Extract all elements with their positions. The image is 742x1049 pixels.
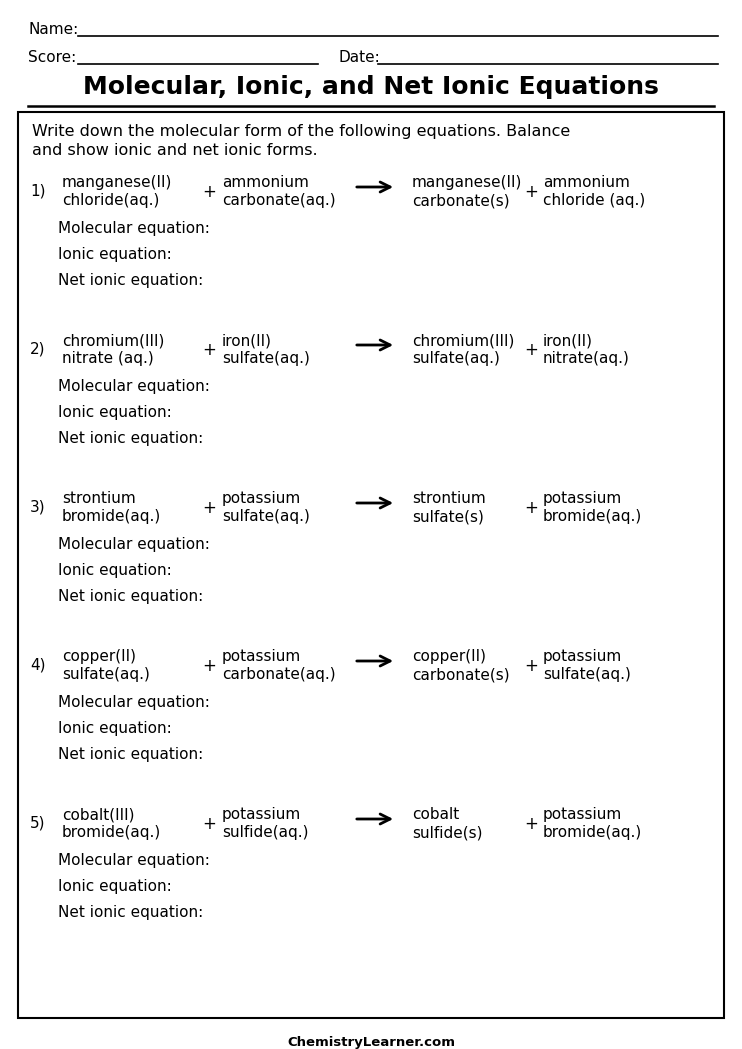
Text: and show ionic and net ionic forms.: and show ionic and net ionic forms. bbox=[32, 143, 318, 158]
Text: carbonate(s): carbonate(s) bbox=[412, 667, 510, 682]
Text: Score:: Score: bbox=[28, 50, 76, 65]
Text: cobalt: cobalt bbox=[412, 807, 459, 822]
Text: bromide(aq.): bromide(aq.) bbox=[62, 509, 161, 524]
Text: 4): 4) bbox=[30, 657, 45, 672]
Text: sulfate(aq.): sulfate(aq.) bbox=[412, 351, 500, 366]
Text: Ionic equation:: Ionic equation: bbox=[58, 405, 171, 420]
Text: carbonate(s): carbonate(s) bbox=[412, 193, 510, 208]
Text: Net ionic equation:: Net ionic equation: bbox=[58, 273, 203, 288]
Text: 1): 1) bbox=[30, 183, 45, 198]
Text: cobalt(III): cobalt(III) bbox=[62, 807, 134, 822]
Text: Ionic equation:: Ionic equation: bbox=[58, 721, 171, 736]
Text: chloride(aq.): chloride(aq.) bbox=[62, 193, 160, 208]
Text: sulfate(aq.): sulfate(aq.) bbox=[222, 509, 310, 524]
Text: bromide(aq.): bromide(aq.) bbox=[62, 825, 161, 840]
Text: strontium: strontium bbox=[412, 491, 486, 506]
Text: +: + bbox=[524, 815, 538, 833]
Text: ammonium: ammonium bbox=[222, 175, 309, 190]
Text: potassium: potassium bbox=[543, 649, 623, 664]
Text: sulfate(aq.): sulfate(aq.) bbox=[62, 667, 150, 682]
Text: manganese(II): manganese(II) bbox=[62, 175, 172, 190]
Text: chromium(III): chromium(III) bbox=[62, 333, 165, 348]
Text: +: + bbox=[202, 657, 216, 675]
Text: Molecular equation:: Molecular equation: bbox=[58, 853, 210, 868]
Text: bromide(aq.): bromide(aq.) bbox=[543, 825, 643, 840]
Text: potassium: potassium bbox=[222, 491, 301, 506]
Text: potassium: potassium bbox=[543, 491, 623, 506]
Text: +: + bbox=[524, 183, 538, 201]
Text: Ionic equation:: Ionic equation: bbox=[58, 247, 171, 262]
Text: iron(II): iron(II) bbox=[543, 333, 593, 348]
Text: Molecular equation:: Molecular equation: bbox=[58, 221, 210, 236]
Text: bromide(aq.): bromide(aq.) bbox=[543, 509, 643, 524]
Text: 2): 2) bbox=[30, 341, 45, 356]
Text: carbonate(aq.): carbonate(aq.) bbox=[222, 667, 335, 682]
Text: 5): 5) bbox=[30, 815, 45, 830]
Text: Molecular equation:: Molecular equation: bbox=[58, 379, 210, 394]
Text: strontium: strontium bbox=[62, 491, 136, 506]
Text: Name:: Name: bbox=[28, 22, 78, 37]
Text: Molecular equation:: Molecular equation: bbox=[58, 695, 210, 710]
Text: potassium: potassium bbox=[543, 807, 623, 822]
Text: sulfate(aq.): sulfate(aq.) bbox=[543, 667, 631, 682]
Text: +: + bbox=[202, 341, 216, 359]
Text: Write down the molecular form of the following equations. Balance: Write down the molecular form of the fol… bbox=[32, 124, 571, 140]
Text: Molecular equation:: Molecular equation: bbox=[58, 537, 210, 552]
Text: manganese(II): manganese(II) bbox=[412, 175, 522, 190]
Text: copper(II): copper(II) bbox=[62, 649, 136, 664]
Text: +: + bbox=[202, 499, 216, 517]
Text: potassium: potassium bbox=[222, 807, 301, 822]
Text: ChemistryLearner.com: ChemistryLearner.com bbox=[287, 1036, 455, 1049]
Text: +: + bbox=[202, 183, 216, 201]
Text: Molecular, Ionic, and Net Ionic Equations: Molecular, Ionic, and Net Ionic Equation… bbox=[83, 74, 659, 99]
Text: chloride (aq.): chloride (aq.) bbox=[543, 193, 646, 208]
Text: +: + bbox=[524, 657, 538, 675]
Text: chromium(III): chromium(III) bbox=[412, 333, 514, 348]
Text: 3): 3) bbox=[30, 499, 45, 514]
Text: sulfate(s): sulfate(s) bbox=[412, 509, 484, 524]
Text: ammonium: ammonium bbox=[543, 175, 630, 190]
Text: +: + bbox=[524, 499, 538, 517]
Text: Net ionic equation:: Net ionic equation: bbox=[58, 588, 203, 604]
Text: Net ionic equation:: Net ionic equation: bbox=[58, 431, 203, 446]
Text: Ionic equation:: Ionic equation: bbox=[58, 563, 171, 578]
Text: Net ionic equation:: Net ionic equation: bbox=[58, 905, 203, 920]
Text: sulfide(s): sulfide(s) bbox=[412, 825, 482, 840]
Text: Date:: Date: bbox=[338, 50, 380, 65]
Text: nitrate (aq.): nitrate (aq.) bbox=[62, 351, 154, 366]
Text: copper(II): copper(II) bbox=[412, 649, 486, 664]
Text: nitrate(aq.): nitrate(aq.) bbox=[543, 351, 630, 366]
Text: Net ionic equation:: Net ionic equation: bbox=[58, 747, 203, 762]
Text: sulfate(aq.): sulfate(aq.) bbox=[222, 351, 310, 366]
Text: carbonate(aq.): carbonate(aq.) bbox=[222, 193, 335, 208]
Text: iron(II): iron(II) bbox=[222, 333, 272, 348]
FancyBboxPatch shape bbox=[18, 112, 724, 1018]
Text: +: + bbox=[202, 815, 216, 833]
Text: Ionic equation:: Ionic equation: bbox=[58, 879, 171, 894]
Text: sulfide(aq.): sulfide(aq.) bbox=[222, 825, 309, 840]
Text: potassium: potassium bbox=[222, 649, 301, 664]
Text: +: + bbox=[524, 341, 538, 359]
